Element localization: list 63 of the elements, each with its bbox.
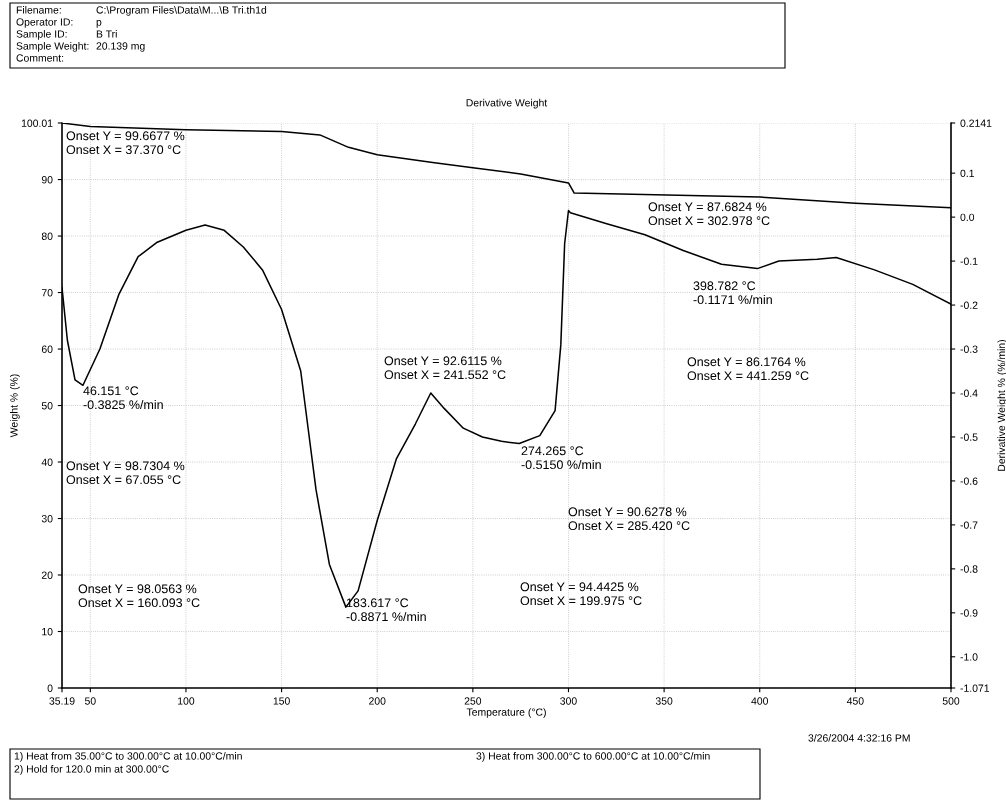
y-tick-label: 70 (41, 289, 53, 297)
y2-tick-label: -1.0 (960, 653, 978, 661)
text: 1) Heat from 35.00°C to 300.00°C at 10.00°C/min (14, 752, 242, 762)
annotation: Onset Y = 90.6278 % Onset X = 285.420 °C (568, 507, 690, 531)
y2-tick-label: -0.7 (960, 521, 978, 529)
y-tick-label: 10 (42, 628, 53, 636)
annotation: Onset Y = 87.6824 % Onset X = 302.978 °C (648, 202, 770, 226)
x-tick-label: 500 (942, 697, 960, 705)
y2-tick-label: -0.8 (960, 565, 978, 573)
x-tick-label: 150 (273, 697, 290, 705)
y2-tick-label: -0.9 (960, 609, 978, 617)
y-axis-title: Weight % (%) (10, 374, 20, 438)
annotation: Onset Y = 94.4425 % Onset X = 199.975 °C (520, 582, 642, 606)
text: 20.139 mg (96, 42, 145, 52)
y-tick-label: 90 (41, 176, 53, 184)
y2-tick-label: -0.5 (960, 433, 978, 441)
y-tick-label: 60 (41, 345, 53, 353)
x-tick-label: 400 (751, 697, 769, 705)
annotation: Onset Y = 99.6677 % Onset X = 37.370 °C (66, 131, 185, 155)
chart-title: Derivative Weight (466, 98, 548, 109)
text: C:\Program Files\Data\M...\B Tri.th1d (96, 6, 267, 16)
y-tick-label: 20 (41, 571, 53, 579)
annotation: 398.782 °C -0.1171 %/min (693, 281, 772, 305)
x-tick-label: 250 (464, 697, 482, 705)
y2-tick-label: 0.0 (960, 213, 975, 222)
y2-tick-label: -0.6 (960, 477, 978, 485)
x-tick-label: 450 (846, 697, 864, 705)
text: 3) Heat from 300.00°C to 600.00°C at 10.00°C/min (476, 752, 710, 762)
annotation: Onset Y = 92.6115 % Onset X = 241.552 °C (384, 356, 506, 380)
x-tick-label: 300 (560, 697, 577, 705)
x-tick-label: 350 (655, 697, 673, 705)
x-tick-label: 35.19 (49, 697, 75, 705)
y-tick-label: 0 (47, 684, 53, 692)
y-tick-label: 40 (41, 458, 53, 466)
x-tick-label: 100 (178, 697, 195, 705)
y-tick-label: 30 (41, 515, 53, 523)
y2-tick-label: -0.4 (960, 389, 978, 397)
text: Sample Weight: (16, 42, 89, 52)
text: Comment: (16, 54, 64, 62)
text: Filename: (16, 6, 61, 14)
y2-tick-label: 0.2141 (960, 119, 992, 127)
y2-tick-label: -0.3 (960, 345, 978, 353)
y-tick-label: 50 (41, 402, 53, 410)
y2-tick-label: -0.1 (960, 257, 978, 265)
y-tick-label: 80 (41, 232, 53, 240)
text: 2) Hold for 120.0 min at 300.00°C (14, 765, 169, 775)
x-tick-label: 50 (84, 697, 96, 705)
text: Sample ID: (16, 30, 67, 40)
text: p (96, 19, 102, 28)
y2-tick-label: 0.1 (960, 169, 974, 178)
annotation: Onset Y = 98.7304 % Onset X = 67.055 °C (66, 461, 185, 485)
text: B Tri (96, 30, 117, 38)
y2-tick-label: -1.071 (960, 684, 990, 692)
x-tick-label: 200 (369, 697, 386, 705)
text: 3/26/2004 4:32:16 PM (808, 734, 910, 742)
annotation: Onset Y = 86.1764 % Onset X = 441.259 °C (687, 357, 809, 381)
text: Operator ID: (16, 18, 73, 28)
annotation: 46.151 °C -0.3825 %/min (83, 386, 163, 410)
annotation: Onset Y = 98.0563 % Onset X = 160.093 °C (78, 584, 200, 608)
annotation: 274.265 °C -0.5150 %/min (521, 446, 601, 470)
y-tick-label: 100.01 (21, 119, 53, 127)
y2-tick-label: -0.2 (960, 301, 978, 309)
x-axis-title: Temperature (°C) (466, 708, 546, 718)
